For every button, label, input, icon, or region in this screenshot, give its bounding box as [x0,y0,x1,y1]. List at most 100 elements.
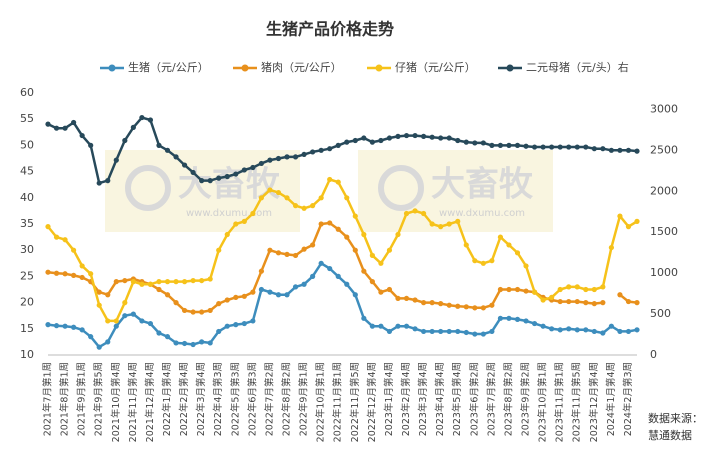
x-tick-label: 2023年7月第2周 [485,362,497,436]
point [292,203,299,209]
legend-label: 二元母猪（元/头）右 [526,60,629,74]
legend-label: 猪肉（元/公斤） [261,61,342,74]
point [164,147,171,153]
point [113,318,119,324]
legend-marker [375,64,383,72]
point [301,281,307,287]
point [250,318,256,324]
point [574,144,580,150]
x-tick-label: 2023年1月第4周 [383,362,395,436]
point [267,247,273,253]
x-tick-label: 2023年10月第1周 [537,362,549,442]
x-tick-label: 2022年9月第1周 [298,362,310,436]
point [199,309,205,315]
point [344,281,350,287]
point [301,151,307,158]
point [327,176,333,183]
point [378,137,384,144]
x-tick-label: 2022年6月第3周 [246,362,258,436]
point [318,147,324,153]
x-tick-label: 2023年2月第4周 [400,362,412,436]
point [139,114,145,121]
point [250,210,256,217]
point [361,135,367,141]
point [497,142,504,148]
point [625,328,632,335]
point [506,142,512,148]
point [617,292,623,298]
point [549,326,555,332]
point [369,252,375,259]
point [403,323,410,329]
point [199,277,205,284]
point [156,279,162,285]
y2-tick-label: 2000 [650,184,678,197]
point [523,263,529,269]
point [241,167,247,173]
point [241,218,247,224]
point [625,298,632,305]
watermark: 大畜牧 [431,165,534,205]
point [386,286,393,293]
watermark-logo [378,165,424,211]
point [369,279,375,285]
x-tick-label: 2024年2月第3周 [622,362,634,436]
point [105,339,111,345]
point [96,344,102,350]
source: 数据来源： [648,411,703,425]
watermark-url: www.dxumu.com [186,208,272,219]
point [557,327,563,333]
point [318,195,324,201]
point [181,340,188,347]
point [258,268,265,274]
point [45,322,51,328]
point [429,328,435,335]
point [497,315,504,321]
point [480,305,486,311]
x-tick-label: 2022年5月第3周 [229,362,241,436]
source: 慧通数据 [648,428,692,442]
point [438,301,444,307]
point [446,328,452,335]
point [352,247,358,253]
point [96,180,102,186]
point [438,328,444,335]
point [489,142,495,148]
point [164,334,171,340]
point [327,146,333,152]
series-line [47,116,638,185]
point [181,162,188,168]
point [216,301,222,307]
x-tick-label: 2022年11月第1周 [332,362,344,442]
point [275,189,282,196]
legend-marker [108,64,116,72]
x-tick-label: 2023年8月第2周 [502,362,514,436]
point [455,328,461,335]
point [181,279,188,285]
point [71,324,77,330]
point [190,309,196,315]
point [310,273,316,279]
point [53,270,60,276]
point [130,311,136,317]
x-tick-label: 2023年3月第4周 [417,362,429,436]
point [310,149,316,155]
point [275,250,282,256]
x-tick-label: 2022年7月第2周 [263,362,275,436]
point [455,303,461,309]
point [523,143,529,149]
y-tick-label: 60 [20,86,34,99]
point [412,132,418,139]
point [190,169,196,176]
point [472,305,478,311]
point [275,155,282,162]
point [147,320,154,327]
legend-label: 仔猪（元/公斤） [395,61,476,74]
point [335,179,341,185]
point [233,221,239,227]
point [574,284,580,290]
legend-marker [241,64,249,72]
point [608,323,614,329]
point [506,242,512,248]
point [79,263,85,269]
